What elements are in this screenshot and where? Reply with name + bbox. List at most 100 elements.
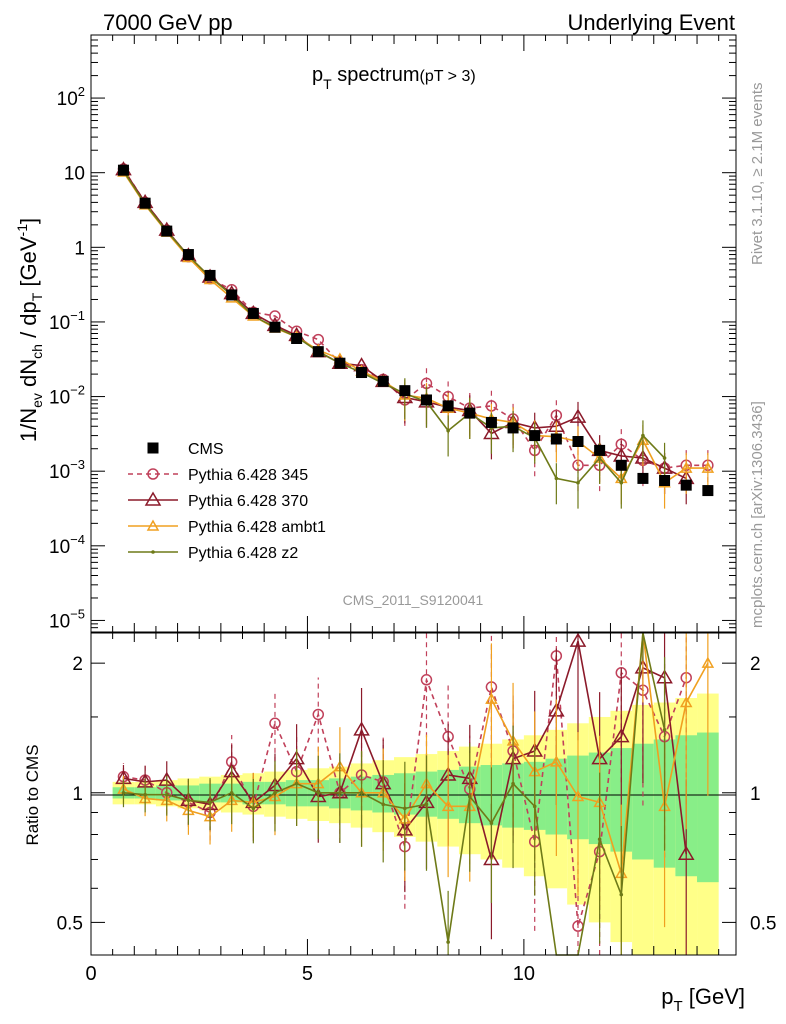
data-point — [247, 307, 259, 319]
series-line — [122, 171, 708, 484]
data-point — [139, 197, 151, 209]
ratio-y-tick-label: 0.5 — [57, 913, 83, 934]
data-point — [554, 476, 559, 481]
ratio-point — [532, 804, 537, 809]
y-tick-label: 10−3 — [49, 457, 85, 483]
rivet-label: Rivet 3.1.10, ≥ 2.1M events — [749, 83, 766, 266]
data-point — [161, 225, 173, 237]
ratio-point — [208, 800, 212, 805]
ratio-point — [229, 790, 234, 795]
ratio-ylabel: Ratio to CMS — [23, 744, 42, 845]
ratio-point — [312, 708, 325, 721]
data-point — [269, 310, 281, 322]
ratio-point — [273, 790, 277, 795]
y-tick-label: 10 — [64, 164, 85, 185]
legend-entry: Pythia 6.428 z2 — [128, 545, 298, 562]
data-point — [446, 428, 450, 433]
ratio-point — [251, 806, 256, 811]
data-point — [356, 367, 368, 379]
header-right: Underlying Event — [567, 10, 735, 35]
ratio-point — [701, 656, 715, 668]
ratio-y-tick-label-right: 1 — [750, 784, 761, 805]
data-point — [399, 385, 411, 397]
ratio-point — [511, 781, 515, 786]
data-point — [312, 333, 325, 346]
ratio-point — [420, 674, 433, 686]
ratio-line — [123, 632, 709, 874]
legend-marker — [151, 550, 155, 554]
data-point — [334, 357, 346, 369]
data-point — [117, 164, 129, 176]
main-title: pT spectrum(pT > 3) — [312, 64, 476, 92]
legend-entry: Pythia 6.428 ambt1 — [128, 519, 326, 536]
legend-label: Pythia 6.428 345 — [188, 467, 308, 484]
data-point — [507, 422, 519, 434]
data-point — [182, 249, 194, 261]
main-panel: 10−5 10−4 10−3 10−2 10−1 1 10 102 pT spectrum(p… — [14, 34, 737, 633]
ratio-point — [121, 790, 126, 795]
data-point — [576, 480, 580, 485]
series-line — [122, 169, 687, 480]
data-point — [572, 435, 584, 447]
data-point — [594, 444, 606, 456]
ratio-y-tick-label: 2 — [72, 654, 83, 675]
main-title-cut: (pT > 3) — [420, 68, 476, 85]
ratio-point — [269, 717, 281, 730]
data-point — [680, 479, 692, 491]
data-point — [702, 485, 714, 497]
data-point — [615, 459, 627, 471]
y-tick-label: 10−1 — [49, 308, 85, 334]
ratio-point — [569, 632, 587, 647]
uncertainty-band-inner — [697, 732, 719, 883]
series-line — [122, 170, 666, 485]
legend-marker — [144, 491, 162, 506]
y-tick-label: 10−4 — [49, 532, 85, 558]
ratio-point — [441, 799, 455, 812]
legend-label: Pythia 6.428 ambt1 — [188, 519, 326, 536]
data-point — [597, 456, 602, 460]
legend-label: Pythia 6.428 z2 — [188, 545, 298, 562]
data-point — [442, 400, 454, 412]
ratio-point — [359, 790, 364, 795]
x-tick-label: 10 — [513, 963, 535, 985]
ratio-panel: 0.5 0.5 1 1 2 2 0 5 10 Ratio to CMS pT [GeV] — [23, 632, 776, 1015]
data-point — [226, 289, 238, 301]
legend: CMS Pythia 6.428 345 Pythia 6.428 370 Pythi… — [128, 441, 326, 562]
ratio-point — [619, 892, 624, 897]
y-tick-label: 102 — [57, 84, 85, 110]
data-point — [550, 433, 562, 445]
legend-marker — [147, 468, 159, 480]
data-point — [662, 456, 667, 460]
x-axis-label: pT [GeV] — [661, 984, 745, 1015]
y-tick-label: 10−2 — [49, 383, 85, 409]
ratio-point — [485, 692, 498, 704]
legend-marker — [146, 519, 160, 531]
ratio-point — [353, 721, 370, 736]
legend-marker — [147, 442, 159, 454]
ratio-y-tick-label-right: 0.5 — [750, 913, 776, 934]
data-point — [659, 475, 671, 487]
series-cms — [117, 164, 714, 497]
main-frame — [90, 34, 737, 633]
ratio-point — [294, 781, 299, 786]
main-title-rest: spectrum — [332, 64, 420, 86]
ratio-point — [424, 802, 429, 807]
ratio-point — [679, 696, 693, 708]
series-line — [122, 168, 708, 469]
ratio-frame — [90, 632, 737, 956]
y-tick-label: 1 — [74, 238, 85, 259]
data-point — [464, 407, 476, 419]
ratio-point — [467, 794, 472, 799]
ratio-point — [338, 790, 342, 795]
main-ylabel: 1/Nev dNch / dpT [GeV-1] — [14, 218, 45, 442]
ratio-point — [597, 837, 602, 842]
ratio-point — [186, 798, 191, 803]
ratio-point — [489, 821, 494, 825]
legend-entry: CMS — [147, 441, 224, 458]
main-title-sub: T — [323, 76, 332, 92]
legend-entry: Pythia 6.428 370 — [128, 491, 308, 510]
ratio-point — [446, 940, 450, 944]
ratio-point — [550, 755, 563, 767]
ratio-point — [143, 792, 147, 797]
data-point — [377, 375, 389, 387]
